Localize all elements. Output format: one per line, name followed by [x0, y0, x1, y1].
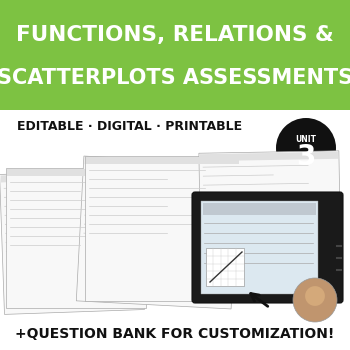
Circle shape: [276, 118, 336, 178]
Bar: [203, 203, 316, 215]
Bar: [84, 157, 238, 172]
Bar: [201, 201, 318, 294]
Text: UNIT: UNIT: [295, 135, 316, 145]
Bar: [199, 151, 341, 283]
Text: SCATTERPLOTS ASSESSMENTS: SCATTERPLOTS ASSESSMENTS: [0, 68, 350, 88]
Bar: [193, 153, 331, 167]
Bar: [1, 171, 139, 182]
Bar: [0, 318, 350, 350]
Circle shape: [305, 286, 325, 306]
Bar: [6, 168, 146, 308]
Text: +QUESTION BANK FOR CUSTOMIZATION!: +QUESTION BANK FOR CUSTOMIZATION!: [15, 327, 335, 341]
Circle shape: [293, 278, 337, 322]
FancyBboxPatch shape: [192, 192, 343, 303]
Bar: [200, 152, 338, 161]
Text: FUNCTIONS, RELATIONS &: FUNCTIONS, RELATIONS &: [16, 25, 334, 45]
Bar: [7, 169, 145, 176]
Bar: [85, 156, 240, 301]
Bar: [0, 0, 350, 110]
Bar: [76, 156, 239, 309]
Text: 3: 3: [296, 143, 316, 171]
Bar: [206, 248, 244, 286]
Bar: [0, 170, 145, 314]
Bar: [192, 152, 338, 288]
Bar: [86, 157, 239, 164]
Text: EDITABLE · DIGITAL · PRINTABLE: EDITABLE · DIGITAL · PRINTABLE: [17, 119, 242, 133]
